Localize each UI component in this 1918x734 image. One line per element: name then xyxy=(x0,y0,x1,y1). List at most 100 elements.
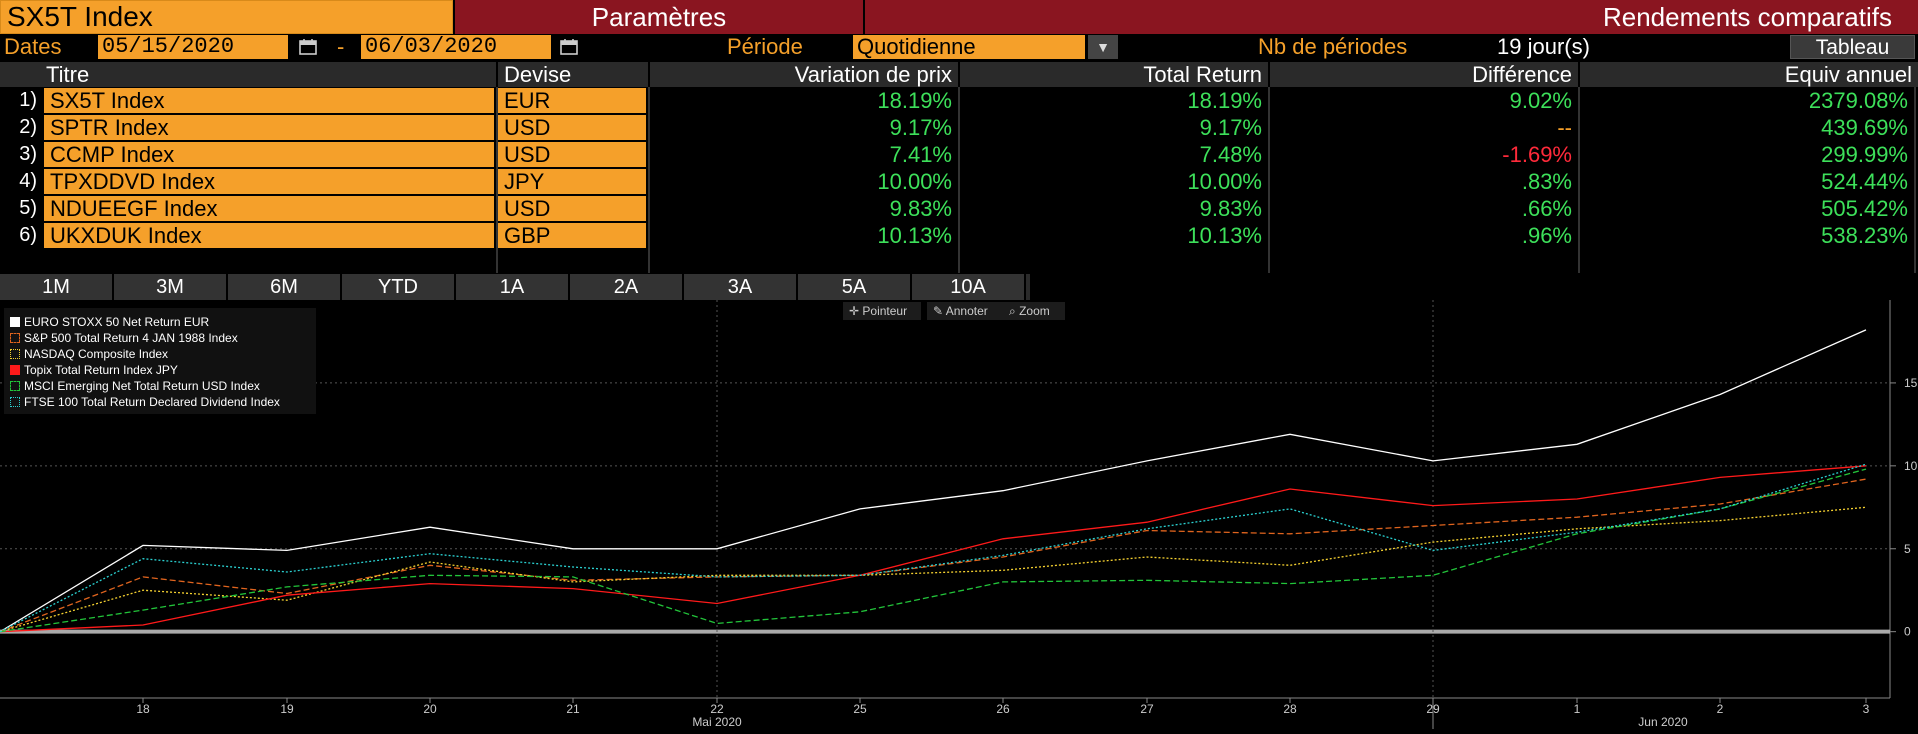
annual-equiv-cell: 538.23% xyxy=(1821,223,1908,248)
tableau-button[interactable]: Tableau xyxy=(1790,35,1915,59)
price-change-cell: 10.13% xyxy=(877,223,952,248)
x-tick-label: 3 xyxy=(1863,702,1870,716)
nb-periods-value: 19 jour(s) xyxy=(1497,34,1590,59)
security-title-cell[interactable]: SPTR Index xyxy=(44,115,494,140)
period-button-6m[interactable]: 6M xyxy=(228,274,342,300)
col-header-difference: Différence xyxy=(1270,62,1578,87)
series-line-3 xyxy=(0,506,1867,633)
y-tick-label: 10 xyxy=(1904,459,1918,473)
legend-swatch xyxy=(10,365,20,375)
ticker-text: SX5T Index xyxy=(7,1,153,32)
period-button-ytd[interactable]: YTD xyxy=(342,274,456,300)
currency-cell: GBP xyxy=(498,223,646,248)
row-number: 1) xyxy=(19,89,37,111)
difference-cell: -- xyxy=(1557,115,1572,140)
legend-entry: Topix Total Return Index JPY xyxy=(10,362,178,378)
col-header-annual-equiv: Equiv annuel xyxy=(1580,62,1918,87)
period-button-1a[interactable]: 1A xyxy=(456,274,570,300)
period-label: Période xyxy=(727,34,803,59)
calendar-icon[interactable] xyxy=(558,36,580,58)
date-separator: - xyxy=(337,34,345,59)
security-title-cell[interactable]: CCMP Index xyxy=(44,142,494,167)
price-change-cell: 9.17% xyxy=(889,115,952,140)
pointer-tool-button[interactable]: ✛ Pointeur xyxy=(843,302,921,320)
page-title: Rendements comparatifs xyxy=(865,0,1918,34)
calendar-icon[interactable] xyxy=(297,36,319,58)
total-return-cell: 9.83% xyxy=(1199,196,1262,221)
pencil-icon: ✎ xyxy=(933,304,944,318)
date-to-input[interactable]: 06/03/2020 xyxy=(361,35,551,59)
legend-swatch xyxy=(10,317,20,327)
period-button-2a[interactable]: 2A xyxy=(570,274,684,300)
nb-periods-label: Nb de périodes xyxy=(1258,34,1408,59)
chevron-down-icon[interactable]: ▼ xyxy=(1088,35,1118,59)
currency-cell: JPY xyxy=(498,169,646,194)
total-return-cell: 10.00% xyxy=(1187,169,1262,194)
series-line-2 xyxy=(0,478,1867,633)
x-tick-label: 21 xyxy=(566,702,580,716)
annotate-tool-label: Annoter xyxy=(945,304,988,318)
pointer-tool-label: Pointeur xyxy=(862,304,908,318)
legend-entry: MSCI Emerging Net Total Return USD Index xyxy=(10,378,260,394)
x-tick-label: 2 xyxy=(1717,702,1724,716)
price-change-cell: 10.00% xyxy=(877,169,952,194)
chart-legend: EURO STOXX 50 Net Return EUR S&P 500 Tota… xyxy=(4,308,316,414)
security-ticker-field[interactable]: SX5T Index xyxy=(0,0,453,34)
legend-entry: FTSE 100 Total Return Declared Dividend … xyxy=(10,394,280,410)
legend-label: Topix Total Return Index JPY xyxy=(24,363,178,377)
x-tick-label: 19 xyxy=(280,702,294,716)
series-line-1 xyxy=(0,329,1867,633)
annual-equiv-cell: 505.42% xyxy=(1821,196,1908,221)
x-tick-label: 22 xyxy=(710,702,724,716)
row-number: 6) xyxy=(19,224,37,246)
annual-equiv-cell: 2379.08% xyxy=(1808,88,1908,113)
col-header-total-return: Total Return xyxy=(960,62,1268,87)
column-divider xyxy=(1268,87,1270,273)
date-from-input[interactable]: 05/15/2020 xyxy=(98,35,288,59)
legend-label: FTSE 100 Total Return Declared Dividend … xyxy=(24,395,280,409)
parameters-label: Paramètres xyxy=(591,2,727,32)
legend-swatch xyxy=(10,397,20,407)
period-button-3a[interactable]: 3A xyxy=(684,274,798,300)
period-select[interactable]: Quotidienne xyxy=(853,35,1085,59)
difference-cell: .83% xyxy=(1521,169,1572,194)
series-line-4 xyxy=(0,465,1867,633)
total-return-cell: 9.17% xyxy=(1199,115,1262,140)
currency-cell: EUR xyxy=(498,88,646,113)
month-label: Mai 2020 xyxy=(692,715,742,729)
magnifier-icon: ⌕ xyxy=(1009,304,1016,318)
total-return-cell: 7.48% xyxy=(1199,142,1262,167)
annotate-tool-button[interactable]: ✎ Annoter xyxy=(927,302,1003,320)
security-title-cell[interactable]: NDUEEGF Index xyxy=(44,196,494,221)
x-tick-label: 26 xyxy=(996,702,1010,716)
row-number: 3) xyxy=(19,143,37,165)
x-tick-label: 18 xyxy=(136,702,150,716)
y-tick-label: 5 xyxy=(1904,542,1911,556)
dates-label: Dates xyxy=(4,34,62,59)
security-title-cell[interactable]: SX5T Index xyxy=(44,88,494,113)
col-header-currency: Devise xyxy=(498,62,648,87)
legend-label: S&P 500 Total Return 4 JAN 1988 Index xyxy=(24,331,238,345)
currency-cell: USD xyxy=(498,196,646,221)
difference-cell: 9.02% xyxy=(1509,88,1572,113)
zoom-tool-button[interactable]: ⌕ Zoom xyxy=(1003,302,1065,320)
period-button-1m[interactable]: 1M xyxy=(0,274,114,300)
period-button-3m[interactable]: 3M xyxy=(114,274,228,300)
column-divider xyxy=(648,87,650,273)
parameters-button[interactable]: Paramètres xyxy=(455,0,863,34)
x-tick-label: 1 xyxy=(1574,702,1581,716)
currency-cell: USD xyxy=(498,142,646,167)
x-tick-label: 27 xyxy=(1140,702,1154,716)
annual-equiv-cell: 299.99% xyxy=(1821,142,1908,167)
series-line-6 xyxy=(0,463,1867,633)
legend-label: NASDAQ Composite Index xyxy=(24,347,169,361)
period-button-10a[interactable]: 10A xyxy=(912,274,1026,300)
annual-equiv-cell: 439.69% xyxy=(1821,115,1908,140)
period-button-5a[interactable]: 5A xyxy=(798,274,912,300)
currency-cell: USD xyxy=(498,115,646,140)
security-title-cell[interactable]: TPXDDVD Index xyxy=(44,169,494,194)
total-return-cell: 10.13% xyxy=(1187,223,1262,248)
security-title-cell[interactable]: UKXDUK Index xyxy=(44,223,494,248)
legend-label: MSCI Emerging Net Total Return USD Index xyxy=(24,379,260,393)
column-divider xyxy=(958,87,960,273)
